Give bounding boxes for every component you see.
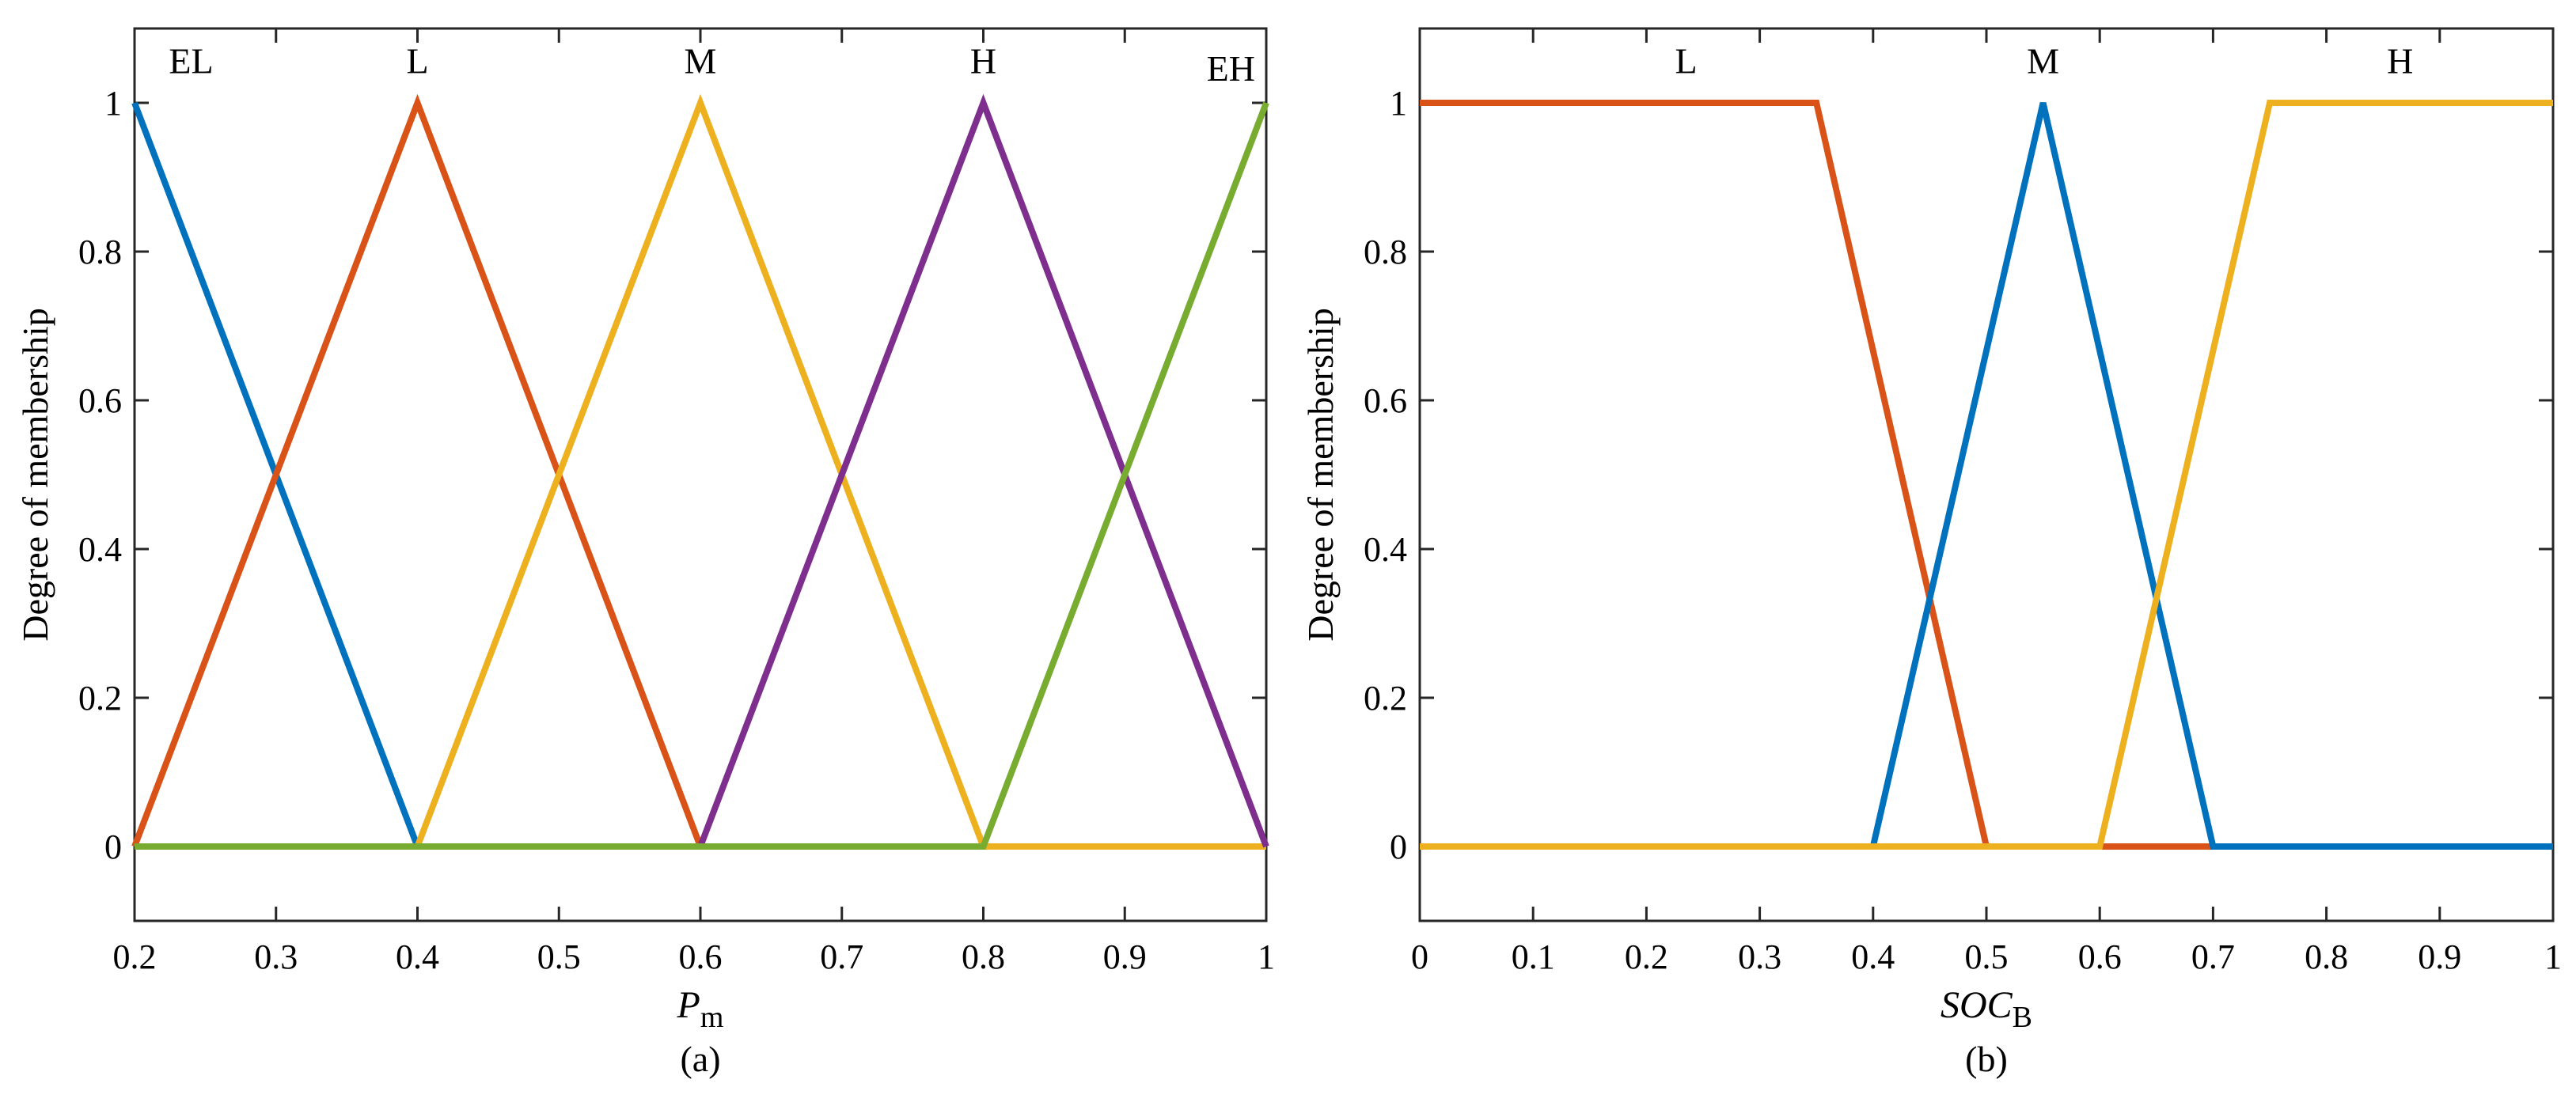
x-tick-label: 0.3 xyxy=(254,937,298,976)
series-line-h xyxy=(135,93,1269,850)
x-axis-label-subscript: B xyxy=(2013,1001,2032,1034)
x-tick-label: 0.3 xyxy=(1738,937,1781,976)
plot-area-frame xyxy=(133,27,1268,922)
x-axis-label-main: P xyxy=(677,984,700,1026)
membership-label-l: L xyxy=(1675,40,1697,81)
x-tick-label: 0.5 xyxy=(537,937,581,976)
y-axis-label: Degree of membership xyxy=(1300,308,1341,642)
y-tick-label: 0.4 xyxy=(78,530,122,569)
y-tick-label: 0 xyxy=(1390,828,1407,866)
plot-area-frame xyxy=(1418,27,2555,922)
y-tick-label: 0.8 xyxy=(78,233,122,271)
chart-panel-b: 0 0.1 0.2 0.3 0.4 0.5 0.6 0.7 0.8 0.9 1 0 0.2 0.4 0.6 0… xyxy=(1300,27,2562,1079)
x-tick-label: 0.2 xyxy=(113,937,157,976)
series-line-l xyxy=(131,93,1266,850)
y-tick-label: 0.2 xyxy=(1364,679,1407,718)
y-tick-label: 0.8 xyxy=(1364,233,1407,271)
x-tick-label: 0.8 xyxy=(2305,937,2348,976)
x-tick-label: 1 xyxy=(2544,937,2562,976)
x-tick-label: 0.6 xyxy=(2078,937,2122,976)
x-tick-label: 0.2 xyxy=(1625,937,1668,976)
x-tick-label: 0.4 xyxy=(396,937,439,976)
membership-label-eh: EH xyxy=(1207,48,1255,89)
x-axis-label-main: SOC xyxy=(1941,984,2013,1026)
membership-label-m: M xyxy=(685,40,717,81)
x-tick-label: 0.9 xyxy=(2418,937,2461,976)
membership-label-m: M xyxy=(2027,40,2059,81)
membership-label-h: H xyxy=(970,40,996,81)
x-tick-label: 0.7 xyxy=(820,937,863,976)
x-tick-label: 1 xyxy=(1258,937,1275,976)
membership-label-l: L xyxy=(406,40,428,81)
series-line-el xyxy=(131,101,1266,850)
y-tick-label: 0.6 xyxy=(78,381,122,420)
y-axis-label: Degree of membership xyxy=(15,308,55,642)
x-axis-label: Pm xyxy=(677,984,724,1034)
series-line-eh xyxy=(135,101,1269,850)
series-line-l xyxy=(1420,100,2553,850)
x-tick-label: 0.4 xyxy=(1851,937,1895,976)
x-tick-label: 0.9 xyxy=(1103,937,1147,976)
y-tick-label: 0.6 xyxy=(1364,381,1407,420)
series-line-h xyxy=(1420,100,2553,850)
x-axis-label: SOCB xyxy=(1941,984,2032,1034)
series-line-m xyxy=(135,93,1266,850)
x-tick-label: 0.5 xyxy=(1965,937,2009,976)
panel-caption: (b) xyxy=(1965,1039,2008,1079)
x-tick-label: 0.8 xyxy=(962,937,1005,976)
x-axis-label-subscript: m xyxy=(700,1001,724,1034)
y-tick-label: 1 xyxy=(104,84,122,123)
x-tick-label: 0.1 xyxy=(1512,937,1555,976)
membership-label-h: H xyxy=(2387,40,2413,81)
series-line-m xyxy=(1420,102,2553,850)
y-tick-label: 0 xyxy=(104,828,122,866)
y-tick-label: 1 xyxy=(1390,84,1407,123)
x-tick-label: 0.7 xyxy=(2191,937,2235,976)
panel-caption: (a) xyxy=(680,1039,720,1079)
x-tick-label: 0 xyxy=(1411,937,1428,976)
x-tick-label: 0.6 xyxy=(679,937,723,976)
y-tick-label: 0.2 xyxy=(78,679,122,718)
membership-label-el: EL xyxy=(169,40,213,81)
chart-panel-a: 0.2 0.3 0.4 0.5 0.6 0.7 0.8 0.9 1 0 0.2 0.4 0.6 0.8 1 E… xyxy=(15,27,1275,1079)
y-tick-label: 0.4 xyxy=(1364,530,1407,569)
